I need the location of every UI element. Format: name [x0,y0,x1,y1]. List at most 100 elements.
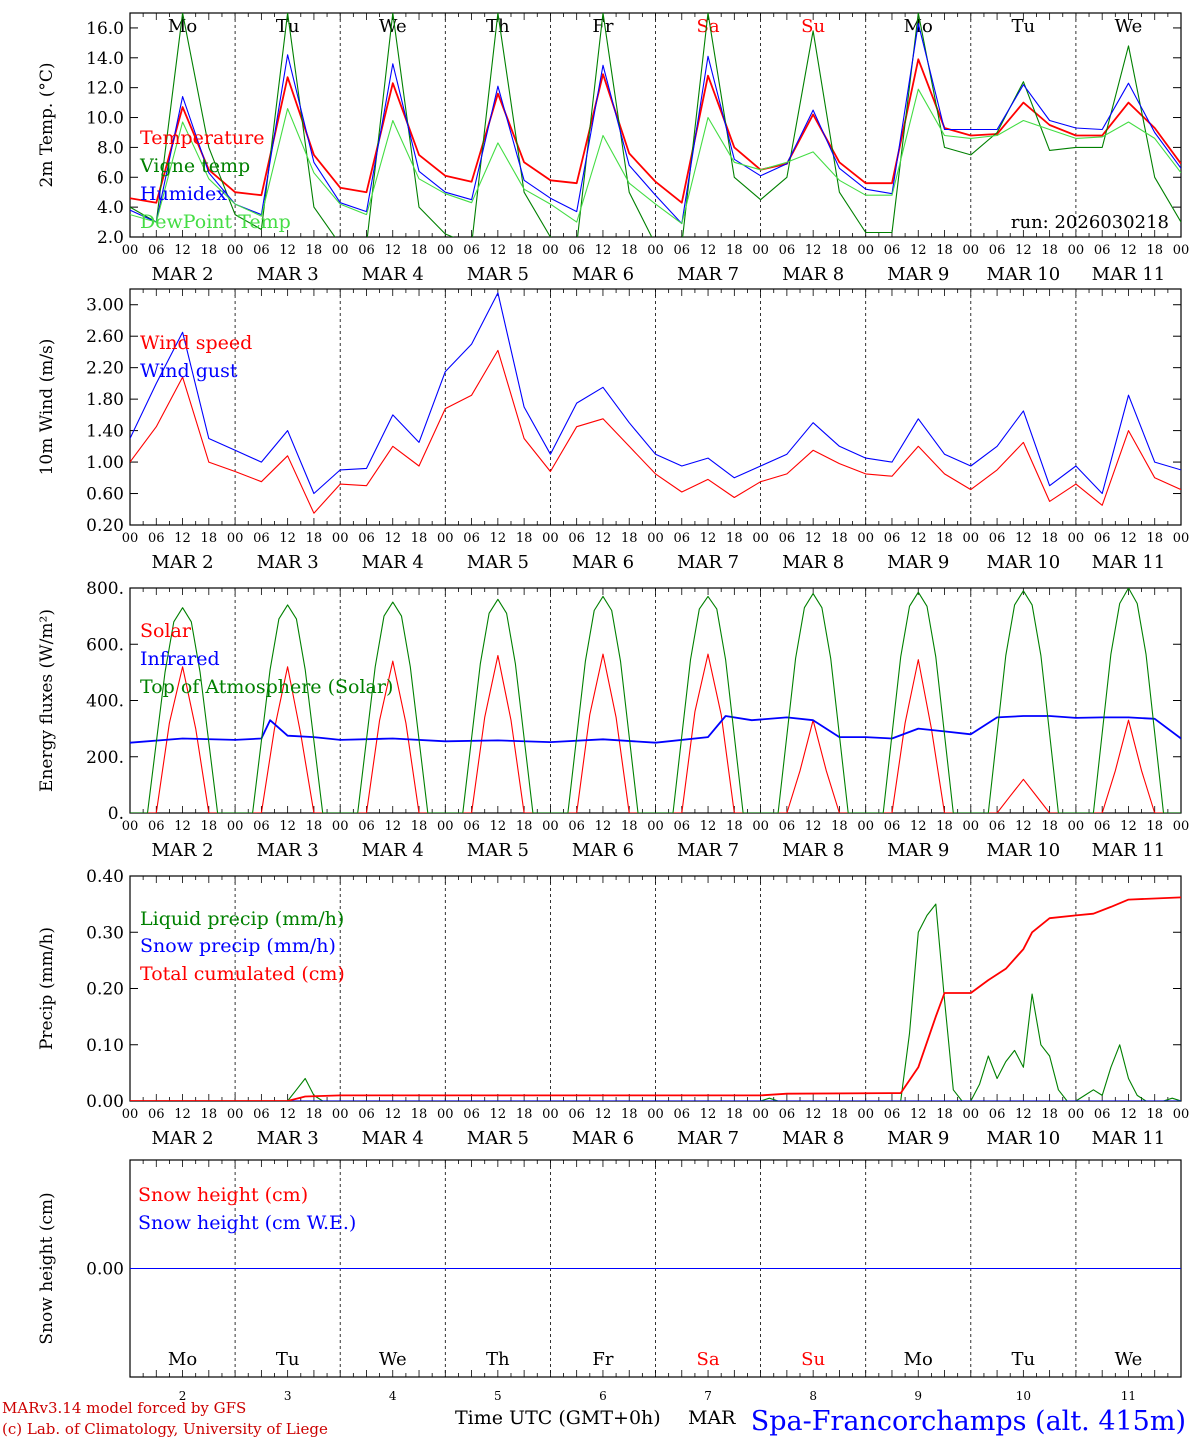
hour-tick-label: 12 [384,819,401,834]
hour-tick-label: 12 [1120,243,1137,258]
hour-tick-label: 18 [621,1107,638,1122]
hour-tick-label: 12 [910,819,927,834]
weekday-label: Fr [592,16,613,37]
hour-tick-label: 00 [122,243,139,258]
date-label: MAR 4 [362,552,424,573]
y-tick-label: 200. [86,748,124,768]
hour-tick-label: 00 [437,1107,454,1122]
series-line-dewpoint-temp [130,88,1181,225]
series-line-temperature [130,58,1181,204]
y-tick-label: 12.0 [86,79,124,99]
hour-tick-label: 06 [568,531,585,546]
y-axis-title: Precip (mm/h) [37,927,57,1050]
series-line-wind-gust [130,292,1181,495]
weekday-label: Th [486,16,510,37]
hour-tick-label: 12 [384,1107,401,1122]
hour-tick-label: 06 [358,243,375,258]
weekday-label: Su [801,1349,825,1370]
hour-tick-label: 18 [621,243,638,258]
hour-tick-label: 12 [279,243,296,258]
hour-tick-label: 00 [122,531,139,546]
hour-tick-label: 12 [174,819,191,834]
y-tick-label: 400. [86,692,124,712]
y-tick-label: 10.0 [86,109,124,129]
panel-3: 0. 200. 400. 600. 800. Energy fluxes (W/m²) 00… [37,579,1189,861]
series-line-wind-speed [130,349,1181,514]
weekday-label: Sa [697,16,720,37]
hour-tick-label: 00 [1173,819,1190,834]
y-axis-title: 10m Wind (m/s) [37,339,57,476]
hour-tick-label: 00 [1173,243,1190,258]
hour-tick-label: 00 [963,531,980,546]
date-label: MAR 4 [362,264,424,285]
hour-tick-label: 18 [1041,819,1058,834]
day-number: 11 [1121,1389,1136,1403]
date-label: MAR 10 [987,552,1061,573]
y-tick-label: 0.30 [86,923,124,943]
hour-tick-label: 06 [779,243,796,258]
day-number: 7 [704,1389,712,1403]
hour-tick-label: 00 [437,531,454,546]
hour-tick-label: 12 [700,1107,717,1122]
date-label: MAR 7 [677,1128,739,1149]
legend-entry: Temperature [140,127,264,149]
hour-tick-label: 06 [674,819,691,834]
hour-tick-label: 18 [411,819,428,834]
hour-tick-label: 06 [1094,819,1111,834]
weekday-label: Tu [1012,16,1036,37]
date-label: MAR 2 [151,552,213,573]
hour-tick-label: 00 [1068,819,1085,834]
day-number: 6 [599,1389,607,1403]
hour-tick-label: 18 [306,819,323,834]
x-axis-month: MAR [688,1407,736,1429]
weekday-label: We [1115,1349,1143,1370]
day-number: 8 [809,1389,817,1403]
hour-tick-label: 06 [1094,1107,1111,1122]
hour-tick-label: 00 [857,531,874,546]
y-tick-label: 0.20 [86,980,124,1000]
date-label: MAR 5 [467,1128,529,1149]
hour-tick-label: 18 [1041,531,1058,546]
hour-tick-label: 12 [174,243,191,258]
hour-tick-label: 00 [542,531,559,546]
hour-tick-label: 18 [831,243,848,258]
date-label: MAR 5 [467,552,529,573]
weekday-label: Mo [168,1349,197,1370]
hour-tick-label: 06 [674,243,691,258]
hour-tick-label: 00 [1068,531,1085,546]
hour-tick-label: 18 [306,1107,323,1122]
y-tick-label: 0. [108,804,124,824]
hour-tick-label: 12 [910,531,927,546]
legend-entry: Infrared [140,648,220,670]
weekday-label: Tu [276,1349,300,1370]
y-tick-label: 0.60 [86,485,124,505]
hour-tick-label: 18 [936,243,953,258]
series-line-top-of-atmosphere-solar [130,588,1181,813]
hour-tick-label: 06 [148,243,165,258]
date-label: MAR 6 [572,264,634,285]
weekday-label: Mo [904,1349,933,1370]
hour-tick-label: 12 [1120,819,1137,834]
hour-tick-label: 00 [542,819,559,834]
hour-tick-label: 06 [779,531,796,546]
hour-tick-label: 00 [1173,1107,1190,1122]
hour-tick-label: 06 [463,1107,480,1122]
hour-tick-label: 00 [752,243,769,258]
date-label: MAR 10 [987,1128,1061,1149]
date-label: MAR 6 [572,840,634,861]
day-number: 9 [914,1389,922,1403]
hour-tick-label: 12 [595,531,612,546]
hour-tick-label: 18 [1041,1107,1058,1122]
hour-tick-label: 00 [1173,531,1190,546]
hour-tick-label: 00 [437,243,454,258]
date-label: MAR 11 [1092,264,1166,285]
series-line-liquid-precip-mm-h [130,903,1181,1101]
y-tick-label: 0.00 [86,1092,124,1112]
date-label: MAR 11 [1092,1128,1166,1149]
hour-tick-label: 00 [752,531,769,546]
legend-entry: Top of Atmosphere (Solar) [140,676,393,698]
hour-tick-label: 06 [989,243,1006,258]
hour-tick-label: 18 [1146,243,1163,258]
hour-tick-label: 06 [358,531,375,546]
hour-tick-label: 18 [936,1107,953,1122]
